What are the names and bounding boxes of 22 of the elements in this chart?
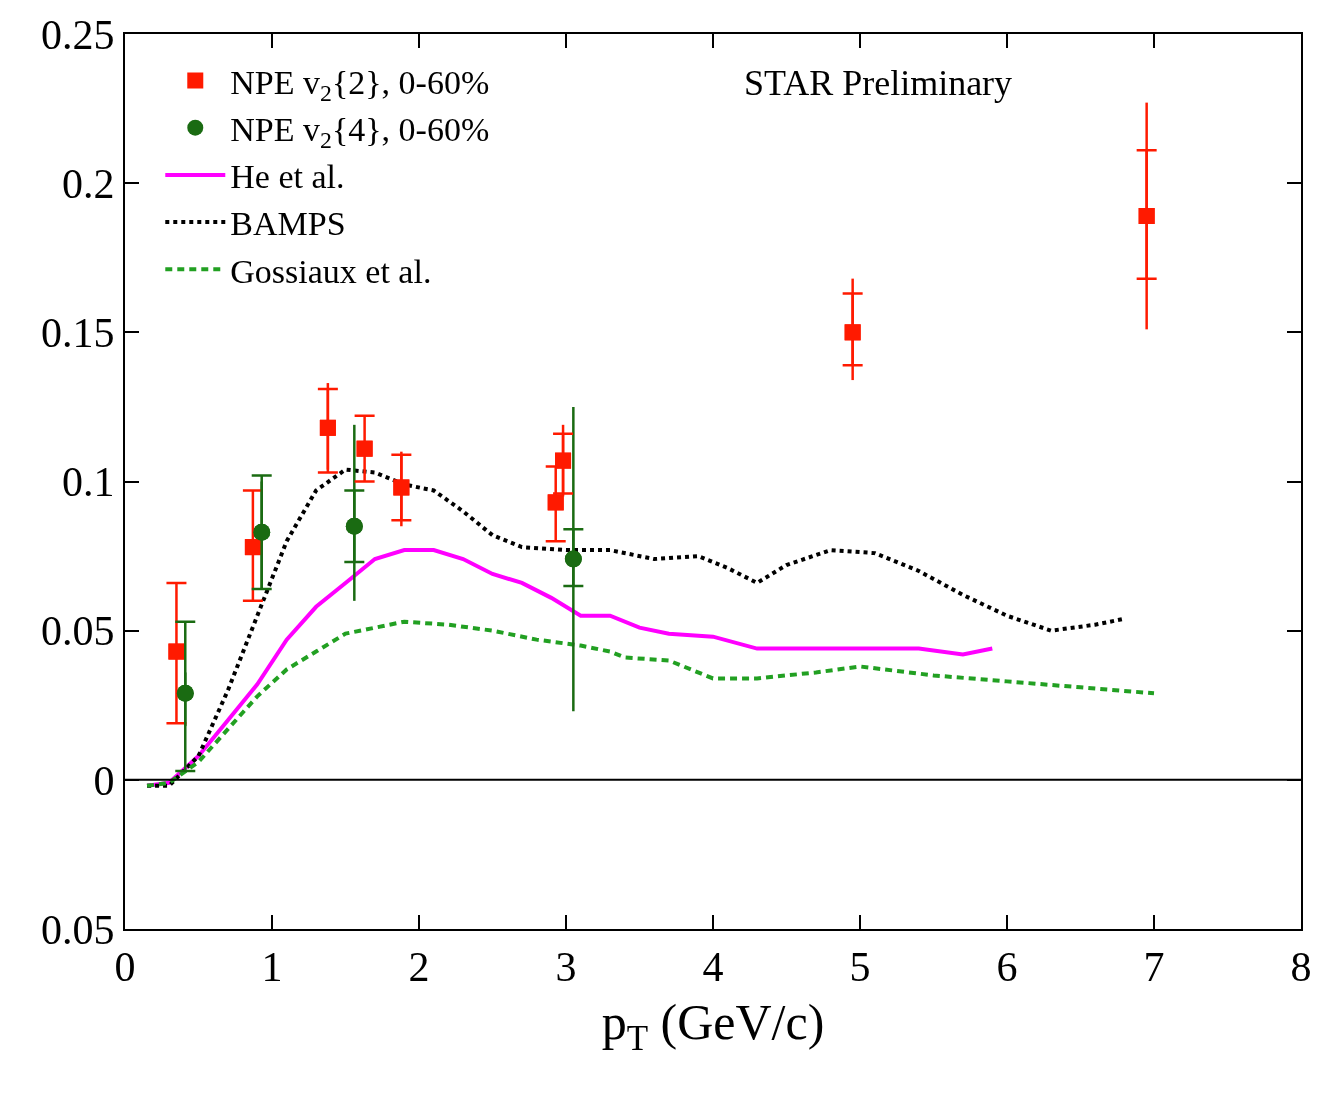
x-tick-label: 7 (1143, 944, 1165, 991)
y-tick-label: 0.1 (62, 459, 115, 506)
y-tick-label: 0.05 (41, 608, 115, 655)
legend-label: Gossiaux et al. (230, 252, 432, 290)
legend-label: NPE v$_{2}${2}, 0-60% (230, 63, 490, 106)
x-axis-title: p$_{T}$ (GeV/c) (601, 994, 825, 1058)
legend-label: BAMPS (230, 205, 346, 243)
y-tick-label: 0 (93, 757, 115, 804)
y-tick-label: 0.2 (62, 160, 115, 207)
legend-label: He et al. (230, 158, 345, 196)
x-tick-label: 2 (408, 944, 430, 991)
x-tick-label: 1 (261, 944, 283, 991)
y-tick-label: 0.25 (41, 11, 115, 58)
y-tick-label: 0.05 (41, 906, 115, 953)
x-tick-label: 3 (555, 944, 577, 991)
x-tick-label: 4 (702, 944, 724, 991)
x-tick-label: 8 (1290, 944, 1312, 991)
annotation: STAR Preliminary (744, 63, 1013, 103)
y-tick-label: 0.15 (41, 310, 115, 357)
x-tick-label: 6 (996, 944, 1018, 991)
x-tick-label: 5 (849, 944, 871, 991)
legend-label: NPE v$_{2}${4}, 0-60% (230, 110, 490, 154)
